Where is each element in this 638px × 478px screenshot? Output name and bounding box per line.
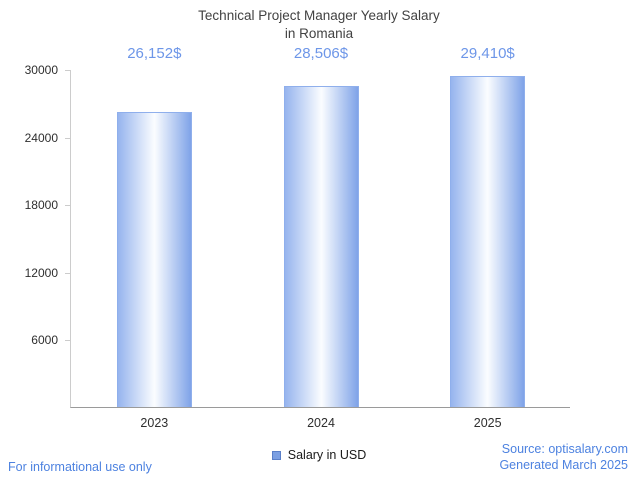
bar-2025[interactable] (450, 75, 526, 407)
y-tick-label: 24000 (24, 130, 58, 145)
chart-title-line1: Technical Project Manager Yearly Salary (198, 8, 440, 23)
bar-2023[interactable] (116, 112, 192, 407)
legend-swatch-icon (271, 450, 281, 460)
chart-title-line2: in Romania (284, 25, 354, 41)
plot-area: 26,152$ 2023 28,506$ 2024 29,410$ 2025 (65, 45, 570, 430)
bar-2024[interactable] (283, 85, 359, 407)
y-tick-mark (65, 137, 71, 139)
bar-value-label: 29,410$ (460, 45, 515, 62)
y-axis: 6000 12000 18000 24000 30000 (0, 63, 62, 408)
chart-title: Technical Project Manager Yearly Salary … (0, 7, 638, 43)
disclaimer-text: For informational use only (8, 460, 152, 474)
y-tick-label: 12000 (24, 265, 58, 280)
legend: Salary in USD (0, 448, 638, 463)
y-tick-mark (65, 70, 71, 71)
y-tick-mark (65, 340, 71, 342)
legend-label: Salary in USD (287, 448, 367, 462)
x-axis-label: 2024 (307, 416, 335, 430)
y-tick-label: 18000 (24, 198, 58, 213)
y-tick-mark (65, 205, 71, 207)
y-tick-label: 30000 (24, 63, 58, 77)
generated-text: Generated March 2025 (499, 457, 628, 472)
bar-value-label: 28,506$ (293, 45, 349, 62)
footer-right: Source: optisalary.com Generated March 2… (499, 442, 628, 473)
bar-value-label: 26,152$ (127, 45, 182, 62)
y-tick-label: 6000 (31, 333, 58, 348)
source-link[interactable]: Source: optisalary.com (501, 442, 628, 456)
x-axis-label: 2023 (140, 416, 169, 430)
x-axis-label: 2025 (473, 416, 502, 430)
y-tick-mark (65, 272, 71, 274)
